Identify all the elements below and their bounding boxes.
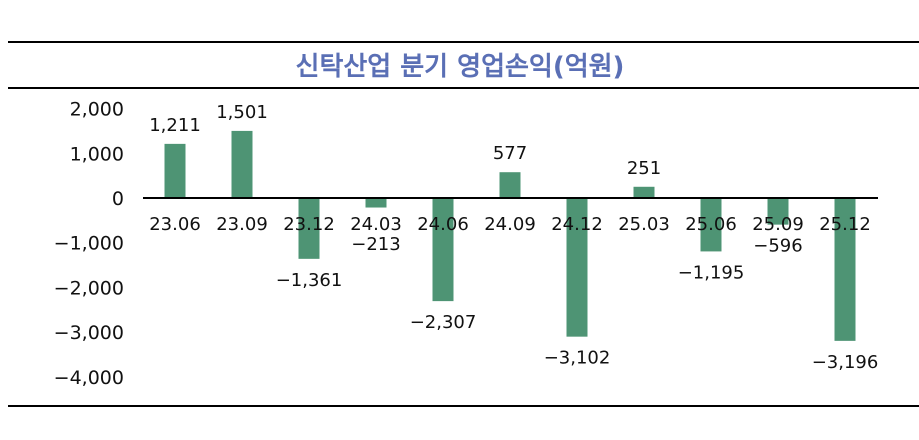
- y-tick-label: 1,000: [70, 143, 124, 165]
- y-tick-label: −4,000: [54, 367, 124, 389]
- x-tick-label: 24.12: [551, 214, 603, 235]
- data-label: 577: [493, 143, 527, 164]
- x-tick-label: 23.12: [283, 214, 335, 235]
- data-label: −596: [753, 236, 802, 257]
- x-tick-label: 24.06: [417, 214, 469, 235]
- data-label: −1,195: [678, 262, 745, 283]
- bar: [767, 198, 789, 225]
- x-tick-label: 25.12: [819, 214, 871, 235]
- y-tick-label: −2,000: [54, 277, 124, 299]
- bar: [834, 198, 856, 341]
- data-label: 1,211: [149, 115, 201, 136]
- data-label: −213: [351, 234, 400, 255]
- x-tick-label: 23.09: [216, 214, 268, 235]
- data-label: −2,307: [410, 312, 477, 333]
- y-tick-label: 0: [112, 188, 124, 210]
- bar: [633, 186, 655, 198]
- data-label: −3,102: [544, 348, 611, 369]
- bar: [365, 198, 387, 208]
- bar: [231, 130, 253, 198]
- data-label: −3,196: [812, 352, 879, 373]
- y-tick-label: 2,000: [70, 99, 124, 121]
- y-tick-label: −3,000: [54, 322, 124, 344]
- x-tick-label: 25.03: [618, 214, 670, 235]
- bar: [499, 172, 521, 198]
- x-tick-label: 24.03: [350, 214, 402, 235]
- bar: [700, 198, 722, 252]
- data-label: 251: [627, 158, 661, 179]
- bar: [298, 198, 320, 259]
- data-label: 1,501: [216, 102, 268, 123]
- bar: [432, 198, 454, 302]
- bar: [566, 198, 588, 337]
- bar: [164, 143, 186, 198]
- y-tick-label: −1,000: [54, 233, 124, 255]
- data-label: −1,361: [276, 270, 343, 291]
- chart-title: 신탁산업 분기 영업손익(억원): [296, 52, 625, 82]
- x-tick-label: 25.09: [752, 214, 804, 235]
- x-tick-label: 23.06: [149, 214, 201, 235]
- x-tick-label: 25.06: [685, 214, 737, 235]
- x-tick-label: 24.09: [484, 214, 536, 235]
